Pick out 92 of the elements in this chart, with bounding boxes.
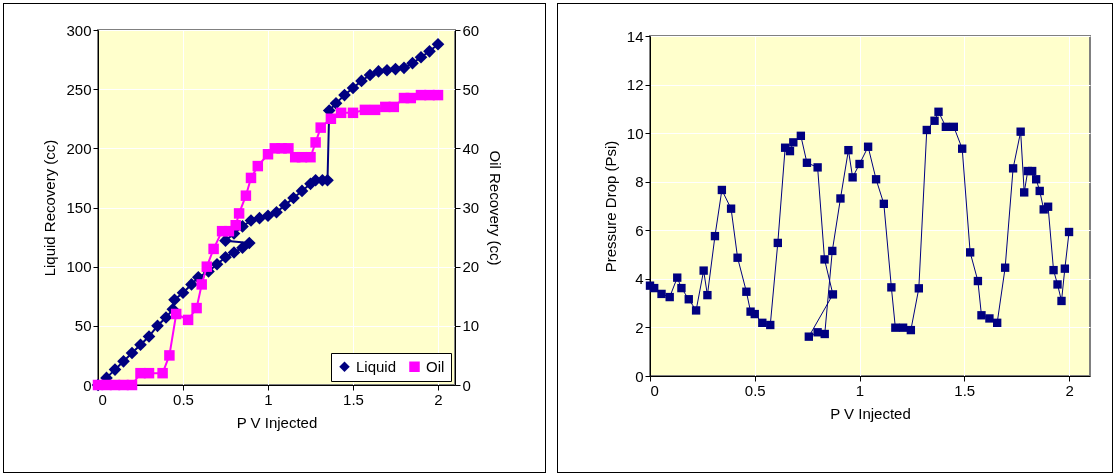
point	[423, 44, 436, 58]
y2-tick-label: 10	[462, 317, 480, 335]
legend-label: Liquid	[356, 357, 397, 375]
point	[283, 143, 294, 154]
y-tick-label: 0	[635, 367, 644, 385]
point	[245, 172, 257, 184]
y-axis-title: Pressure Drop (Psi)	[601, 140, 619, 273]
point	[157, 367, 168, 379]
y-axis-title: Liquid Recovery (cc)	[41, 139, 59, 277]
point	[182, 314, 194, 326]
x-tick-label: 0	[98, 390, 107, 408]
point	[176, 286, 190, 300]
point	[346, 81, 360, 95]
point	[108, 363, 122, 376]
point	[278, 198, 292, 212]
point	[233, 208, 245, 219]
y-tick-label: 10	[626, 124, 644, 142]
point	[201, 261, 213, 272]
x-tick-label: 0.5	[744, 381, 766, 399]
point	[310, 137, 321, 148]
point	[338, 88, 351, 102]
y2-tick-label: 60	[462, 21, 480, 39]
point	[431, 37, 445, 51]
point	[125, 346, 139, 360]
point	[143, 367, 155, 379]
y-tick-label: 50	[74, 317, 92, 335]
point	[432, 89, 444, 101]
point	[219, 250, 232, 264]
point	[380, 63, 394, 77]
legend-label: Oil	[426, 357, 445, 375]
point	[359, 104, 371, 116]
point	[142, 330, 156, 343]
y2-tick-label: 40	[462, 139, 480, 157]
point	[287, 191, 300, 205]
point	[126, 379, 138, 391]
point	[227, 246, 241, 259]
point	[355, 74, 368, 88]
x-tick-label: 1.5	[954, 381, 976, 399]
y-tick-label: 2	[635, 318, 644, 336]
y2-tick-label: 20	[462, 258, 480, 276]
x-tick-label: 1	[264, 390, 273, 408]
y-tick-label: 6	[635, 221, 644, 239]
x-axis-title: P V Injected	[830, 404, 911, 422]
point	[168, 293, 181, 307]
point	[406, 56, 419, 70]
x-tick-label: 2	[1065, 381, 1074, 399]
y-tick-label: 100	[66, 258, 92, 276]
y2-tick-label: 30	[462, 199, 480, 216]
point	[397, 61, 411, 75]
y-tick-label: 4	[635, 270, 644, 288]
point	[414, 50, 428, 64]
x-tick-label: 1	[855, 381, 865, 399]
point	[252, 160, 264, 172]
point	[230, 220, 241, 231]
point	[347, 107, 359, 119]
point	[196, 279, 207, 290]
point	[405, 92, 417, 104]
point	[305, 151, 316, 163]
point	[242, 236, 256, 250]
point	[240, 190, 252, 201]
point	[134, 338, 147, 352]
point	[325, 113, 337, 124]
point	[117, 355, 130, 368]
point	[164, 350, 175, 361]
x-tick-label: 0.5	[173, 390, 194, 408]
point	[295, 184, 309, 198]
y-tick-label: 200	[66, 139, 92, 157]
y-tick-label: 300	[66, 21, 92, 39]
x-tick-label: 2	[434, 390, 443, 408]
x-tick-label: 1.5	[343, 390, 364, 408]
y-tick-label: 150	[66, 199, 92, 216]
point	[388, 101, 400, 113]
point	[191, 302, 202, 314]
point	[369, 104, 381, 116]
point	[210, 257, 224, 271]
y2-tick-label: 50	[462, 80, 480, 98]
point	[261, 209, 275, 223]
y2-axis-title: Oil Recovery (cc)	[487, 150, 505, 266]
x-tick-label: 0	[650, 381, 659, 399]
point	[363, 68, 377, 82]
point	[170, 308, 182, 320]
x-axis-title: P V Injected	[236, 413, 318, 431]
point	[208, 243, 219, 255]
y-tick-label: 250	[66, 80, 92, 98]
y-tick-label: 8	[635, 173, 644, 191]
y-tick-label: 14	[626, 27, 644, 45]
point	[335, 107, 347, 119]
point	[151, 319, 164, 333]
point	[315, 122, 326, 133]
point	[270, 205, 283, 219]
y-tick-label: 12	[626, 76, 644, 94]
point	[185, 278, 198, 291]
